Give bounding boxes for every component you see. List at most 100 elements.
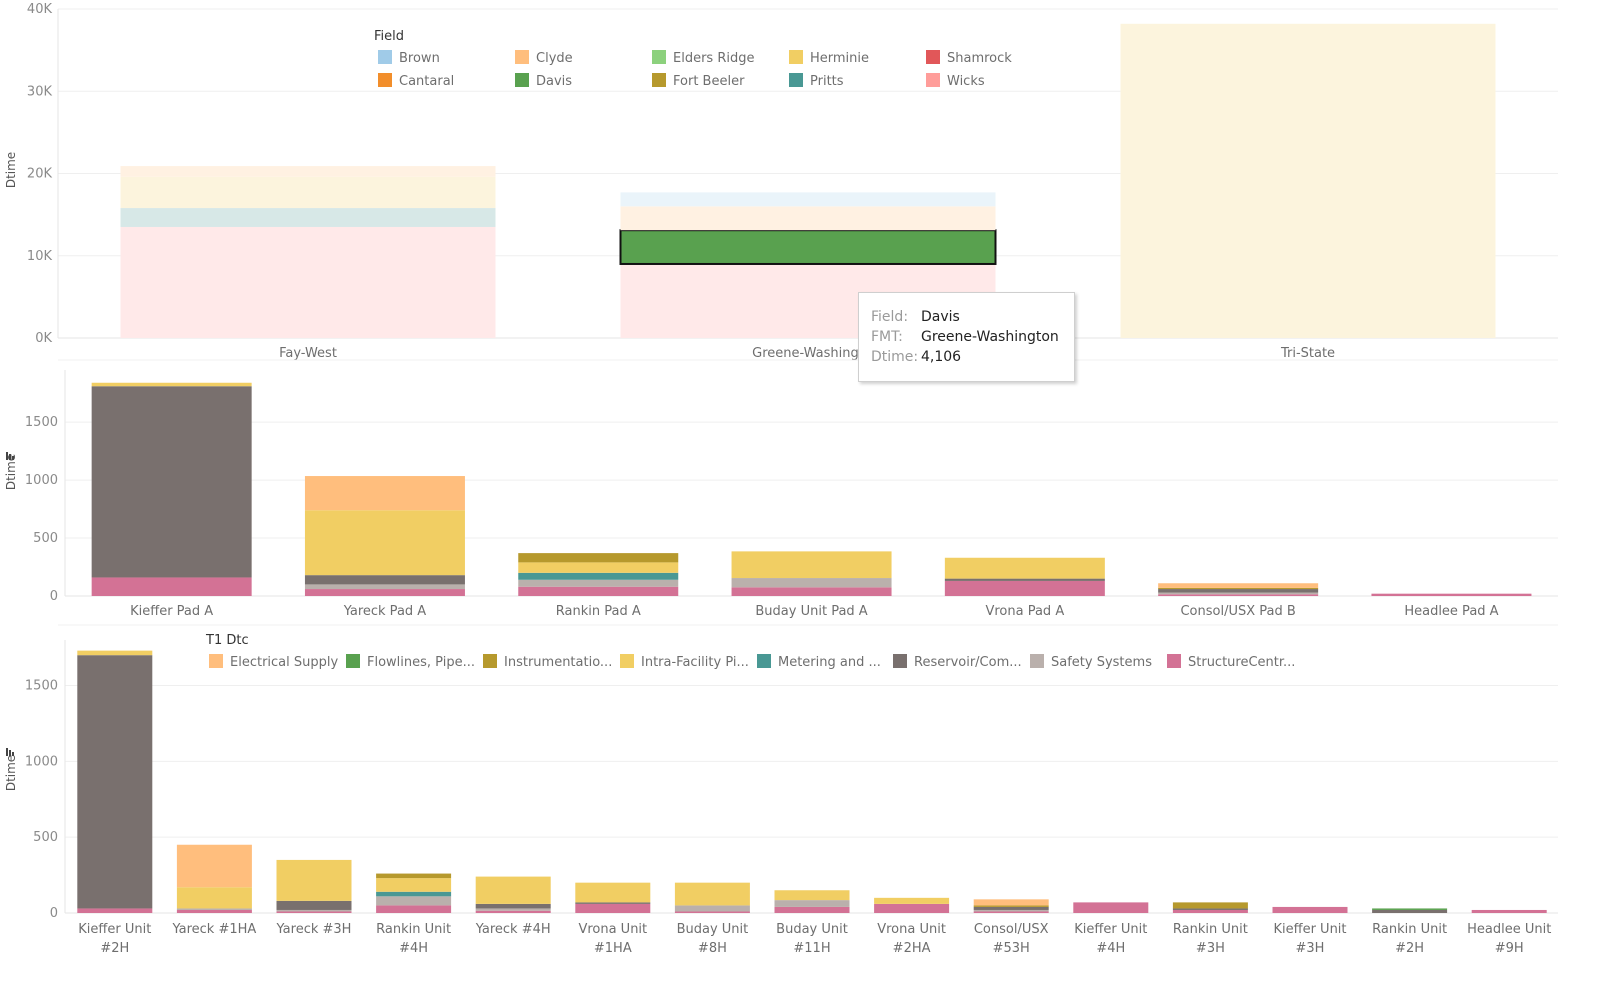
- legend-swatch: [757, 654, 771, 668]
- bar-segment: [575, 902, 651, 904]
- legend-swatch: [515, 50, 529, 64]
- legend-swatch: [1167, 654, 1181, 668]
- legend-swatch: [209, 654, 223, 668]
- x-tick-label: Rankin Unit: [376, 922, 451, 937]
- bar-segment: [874, 897, 950, 904]
- sort-icon: [12, 752, 14, 756]
- bar-segment: [619, 229, 997, 265]
- bar-segment: [475, 910, 551, 913]
- bar-segment: [276, 859, 352, 901]
- x-tick-label: Headlee Pad A: [1404, 604, 1498, 619]
- x-tick-label: #8H: [698, 941, 727, 956]
- tooltip: Field: Davis FMT: Greene-Washington Dtime:…: [858, 292, 1075, 382]
- sort-icon: [12, 456, 14, 460]
- x-tick-label: #4H: [399, 941, 428, 956]
- bar-segment: [774, 906, 850, 913]
- y-tick-label: 0: [50, 906, 58, 921]
- bar-segment: [944, 557, 1105, 579]
- x-tick-label: #3H: [1296, 941, 1325, 956]
- tooltip-value: 4,106: [921, 349, 962, 365]
- x-tick-label: Fay-West: [279, 346, 337, 361]
- x-tick-label: Kieffer Unit: [1074, 922, 1147, 937]
- bar-segment: [376, 878, 452, 892]
- bar-segment: [973, 906, 1049, 910]
- bar-segment: [1158, 589, 1319, 593]
- bar-segment: [176, 887, 252, 909]
- bar-segment: [1272, 906, 1348, 913]
- x-tick-label: Yareck Pad A: [343, 604, 427, 619]
- legend-label: Cantaral: [399, 74, 454, 89]
- bar-segment: [1172, 908, 1248, 910]
- tooltip-key: Dtime:: [871, 349, 919, 365]
- x-tick-label: Yareck #1HA: [171, 922, 256, 937]
- y-tick-label: 10K: [27, 249, 53, 264]
- legend-label: Brown: [399, 51, 440, 66]
- sort-icon: [9, 454, 11, 460]
- legend-label: StructureCentr...: [1188, 655, 1295, 670]
- bar-segment: [77, 655, 153, 909]
- y-axis-title: Dtime: [4, 454, 18, 490]
- bar-segment: [1172, 902, 1248, 909]
- bar-segment: [944, 578, 1105, 581]
- bar-segment: [1158, 592, 1319, 595]
- bar-segment: [518, 572, 679, 580]
- bar-segment: [304, 575, 465, 585]
- bar-segment: [944, 580, 1105, 596]
- bar-segment: [276, 900, 352, 910]
- x-tick-label: #3H: [1196, 941, 1225, 956]
- y-tick-label: 20K: [27, 167, 53, 182]
- legend-swatch: [652, 50, 666, 64]
- bar-segment: [91, 382, 252, 387]
- bar-segment: [376, 905, 452, 913]
- tooltip-row-field: Field: Davis: [871, 309, 960, 325]
- bar-segment: [376, 896, 452, 906]
- bar-segment: [120, 166, 496, 177]
- bar-segment: [1073, 902, 1149, 913]
- bar-segment: [304, 584, 465, 590]
- y-tick-label: 500: [33, 830, 58, 845]
- bar-segment: [1158, 583, 1319, 588]
- x-tick-label: #4H: [1096, 941, 1125, 956]
- bar-segment: [304, 589, 465, 596]
- legend-label: Electrical Supply: [230, 655, 338, 670]
- bar-segment: [674, 882, 750, 906]
- legend-swatch: [620, 654, 634, 668]
- x-tick-label: Kieffer Pad A: [130, 604, 213, 619]
- y-tick-label: 1500: [25, 415, 58, 430]
- bar-segment: [731, 551, 892, 579]
- x-tick-label: #2H: [100, 941, 129, 956]
- legend-label: Davis: [536, 74, 572, 89]
- legend-swatch: [926, 73, 940, 87]
- sort-icon: [6, 452, 8, 460]
- bar-segment: [304, 510, 465, 576]
- x-tick-label: Kieffer Unit: [78, 922, 151, 937]
- legend-label: Metering and ...: [778, 655, 881, 670]
- bar-segment: [475, 908, 551, 911]
- bar-segment: [731, 587, 892, 596]
- x-tick-label: Kieffer Unit: [1273, 922, 1346, 937]
- legend-label: Fort Beeler: [673, 74, 745, 89]
- bar-segment: [518, 579, 679, 587]
- bar-segment: [77, 908, 153, 913]
- x-tick-label: #2H: [1395, 941, 1424, 956]
- bar-segment: [1120, 23, 1496, 339]
- x-tick-label: Vrona Pad A: [985, 604, 1064, 619]
- bar-segment: [973, 899, 1049, 906]
- bar-segment: [1158, 587, 1319, 590]
- x-tick-label: Buday Unit Pad A: [755, 604, 867, 619]
- x-tick-label: Yareck #4H: [475, 922, 551, 937]
- bar-segment: [575, 882, 651, 903]
- tooltip-key: FMT:: [871, 329, 903, 345]
- y-axis-title: Dtime: [4, 755, 18, 791]
- x-tick-label: Consol/USX Pad B: [1180, 604, 1295, 619]
- bar-segment: [120, 226, 496, 338]
- bar-segment: [620, 192, 996, 207]
- bar-segment: [475, 876, 551, 904]
- bar-segment: [1371, 593, 1532, 596]
- bar-segment: [575, 903, 651, 913]
- tooltip-key: Field:: [871, 309, 909, 325]
- legend-label: Herminie: [810, 51, 869, 66]
- x-tick-label: #1HA: [594, 941, 632, 956]
- tooltip-value: Davis: [921, 309, 960, 325]
- bar-segment: [176, 844, 252, 888]
